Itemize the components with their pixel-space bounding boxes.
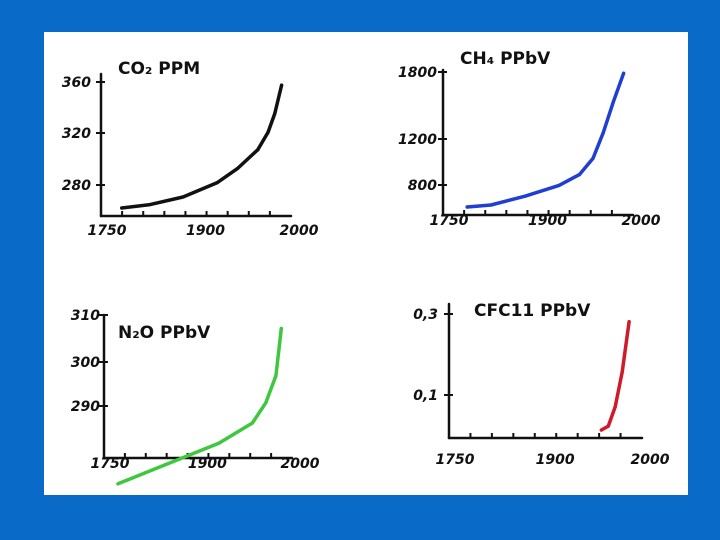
chart2-data-point: [622, 71, 626, 75]
chart4-x-tick-label: 2000: [631, 452, 670, 468]
chart4-data-point: [620, 370, 624, 374]
chart2-y-tick-label: 1800: [398, 65, 437, 81]
chart1-x-tick-label: 2000: [280, 223, 319, 239]
chart1-data-point: [273, 111, 277, 116]
chart1-x-tick-label: 1900: [186, 223, 225, 239]
chart4-data-point: [599, 428, 604, 432]
chart3-data-point: [279, 326, 283, 331]
chart2-series-line: [465, 71, 626, 209]
chart1-data-point: [266, 130, 270, 134]
chart3-data-point: [250, 421, 254, 425]
chart2-data-point: [601, 131, 605, 135]
chart2-data-point: [523, 194, 527, 198]
chart-sheet: 360 320 280 1750 1900 2000 CO₂ PPM 1800 1200 800 1…: [44, 32, 688, 495]
chart2-data-point: [611, 100, 616, 104]
chart4-data-point: [606, 424, 610, 428]
chart3-x-tick-label: 2000: [281, 456, 320, 472]
chart3-data-point: [150, 468, 154, 472]
chart2-data-point: [557, 183, 561, 187]
chart2-x-tick-label: 2000: [622, 213, 661, 229]
chart2-x-tick-label: 1750: [430, 213, 469, 229]
chart4-y-tick-label: 0,1: [413, 388, 438, 404]
chart4-x-tick-label: 1900: [536, 452, 575, 468]
chart3-data-point: [116, 482, 120, 486]
charts-svg: 360 320 280 1750 1900 2000 CO₂ PPM 1800 1200 800 1…: [62, 49, 670, 486]
chart4-data-point: [613, 405, 617, 409]
chart1-data-point: [256, 148, 260, 152]
chart2-y-tick-label: 800: [408, 178, 437, 194]
chart4-y-tick-label: 0,3: [413, 307, 438, 323]
chart2-data-point: [577, 173, 582, 177]
chart3-data-point: [274, 374, 278, 378]
chart1-x-tick-label: 1750: [88, 223, 127, 239]
chart3-x-tick-label: 1750: [91, 456, 130, 472]
chart1-data-point: [147, 203, 151, 207]
chart1-data-point: [235, 167, 239, 171]
chart2-data-point: [489, 203, 493, 207]
chart3-data-point: [264, 401, 268, 405]
chart1-y-tick-label: 320: [62, 126, 91, 142]
chart3-y-tick-label: 310: [71, 308, 100, 324]
chart1-title: CO₂ PPM: [118, 59, 200, 79]
chart1-data-point: [215, 181, 219, 185]
chart2-x-tick-label: 1900: [528, 213, 567, 229]
chart4-x-tick-label: 1750: [436, 452, 475, 468]
chart3-data-point: [183, 455, 187, 459]
chart4-title: CFC11 PPbV: [474, 301, 591, 321]
chart1-data-point: [280, 83, 284, 87]
chart4-series-line: [599, 319, 631, 432]
chart1-data-point: [120, 206, 124, 210]
chart1-y-tick-label: 280: [62, 178, 91, 194]
chart2-title: CH₄ PPbV: [460, 49, 551, 69]
chart3-y-tick-label: 290: [71, 399, 100, 415]
chart2-data-point: [465, 205, 469, 209]
chart3-x-tick-label: 1900: [188, 456, 227, 472]
chart3-y-tick-label: 300: [71, 355, 100, 371]
chart4-data-point: [627, 320, 631, 324]
chart3-title: N₂O PPbV: [118, 323, 211, 343]
chart3-series-line: [116, 326, 284, 486]
chart2-y-tick-label: 1200: [398, 132, 437, 148]
chart3-data-point: [217, 441, 221, 445]
chart2-data-point: [591, 156, 595, 160]
chart1-data-point: [181, 195, 185, 199]
chart1-y-tick-label: 360: [62, 75, 91, 91]
chart1-series-line: [120, 83, 284, 210]
